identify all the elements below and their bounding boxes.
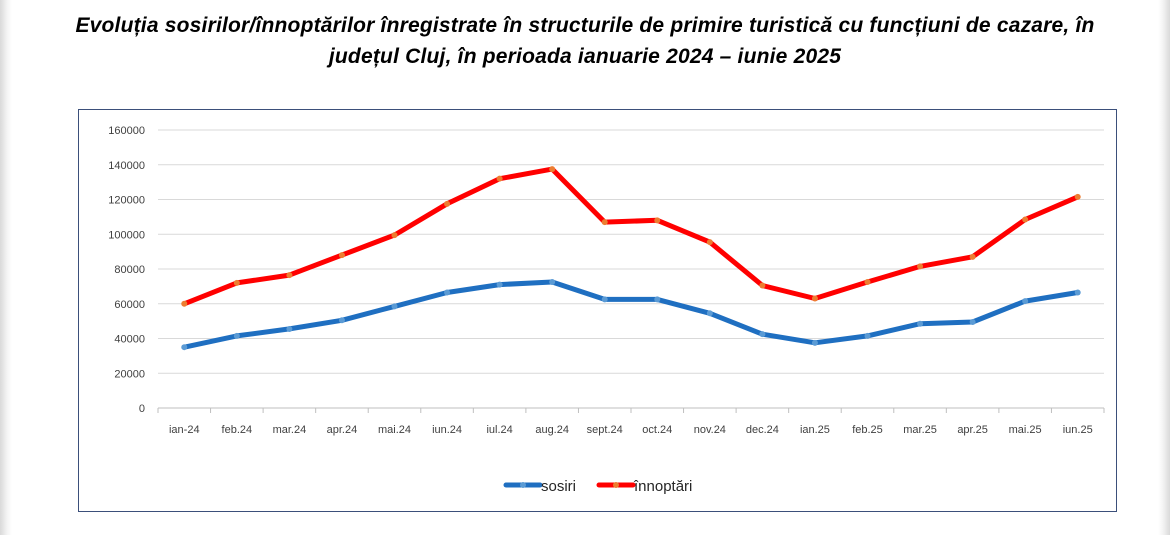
- data-point: [338, 317, 345, 324]
- x-tick-label: iul.24: [486, 424, 512, 436]
- data-point: [549, 166, 556, 173]
- data-point: [338, 252, 345, 259]
- y-tick-label: 60000: [114, 299, 145, 311]
- data-point: [1074, 289, 1081, 296]
- legend-marker: [520, 482, 526, 488]
- series-line: [181, 279, 1081, 350]
- data-point: [549, 279, 556, 286]
- data-point: [706, 239, 713, 246]
- y-tick-label: 40000: [114, 334, 145, 346]
- x-tick-label: mar.25: [903, 424, 937, 436]
- y-tick-label: 160000: [108, 125, 145, 137]
- data-point: [917, 320, 924, 327]
- data-point: [444, 200, 451, 207]
- data-point: [654, 217, 661, 224]
- data-point: [444, 289, 451, 296]
- x-tick-label: ian-24: [169, 424, 200, 436]
- data-point: [811, 339, 818, 346]
- data-point: [601, 219, 608, 226]
- x-tick-label: apr.25: [957, 424, 988, 436]
- x-tick-label: oct.24: [642, 424, 672, 436]
- x-tick-label: iun.24: [432, 424, 462, 436]
- data-point: [286, 272, 293, 279]
- data-point: [759, 282, 766, 289]
- data-point: [811, 295, 818, 302]
- data-point: [917, 263, 924, 270]
- x-tick-label: ian.25: [800, 424, 830, 436]
- data-point: [759, 331, 766, 338]
- y-tick-label: 0: [139, 403, 145, 415]
- x-tick-label: dec.24: [746, 424, 779, 436]
- y-tick-label: 80000: [114, 264, 145, 276]
- data-point: [391, 232, 398, 239]
- data-point: [864, 279, 871, 286]
- x-tick-label: nov.24: [694, 424, 726, 436]
- y-tick-label: 20000: [114, 368, 145, 380]
- data-point: [1022, 216, 1029, 223]
- x-tick-label: mai.25: [1009, 424, 1042, 436]
- x-tick-label: iun.25: [1063, 424, 1093, 436]
- chart-frame: [78, 109, 1117, 512]
- page-edge-right: [1158, 0, 1170, 535]
- y-tick-label: 140000: [108, 160, 145, 172]
- data-point: [181, 300, 188, 307]
- data-point: [1022, 298, 1029, 305]
- data-point: [601, 296, 608, 303]
- data-point: [496, 281, 503, 288]
- data-point: [1074, 193, 1081, 200]
- y-tick-label: 100000: [108, 229, 145, 241]
- data-point: [181, 344, 188, 351]
- line-chart: 160000 140000 120000 100000 80000 60000 40000 2…: [108, 125, 1105, 495]
- x-tick-label: aug.24: [535, 424, 569, 436]
- y-tick-label: 120000: [108, 195, 145, 207]
- x-tick-label: apr.24: [327, 424, 358, 436]
- x-tick-label: mar.24: [273, 424, 307, 436]
- x-tick-label: mai.24: [378, 424, 411, 436]
- data-point: [233, 279, 240, 286]
- x-tick-label: sept.24: [587, 424, 623, 436]
- data-point: [654, 296, 661, 303]
- data-point: [969, 318, 976, 325]
- data-point: [969, 253, 976, 260]
- x-tick-label: feb.25: [852, 424, 883, 436]
- legend-marker: [613, 482, 619, 488]
- data-point: [706, 310, 713, 317]
- legend-label: sosiri: [541, 478, 576, 495]
- data-point: [391, 303, 398, 310]
- data-point: [233, 332, 240, 339]
- series-line: [181, 166, 1081, 307]
- data-point: [286, 325, 293, 332]
- legend-label: înnoptări: [633, 478, 692, 495]
- data-point: [864, 332, 871, 339]
- x-tick-label: feb.24: [222, 424, 253, 436]
- chart-title: Evoluția sosirilor/înnoptărilor înregist…: [75, 14, 1095, 68]
- page-edge-left: [0, 0, 12, 535]
- data-point: [496, 175, 503, 182]
